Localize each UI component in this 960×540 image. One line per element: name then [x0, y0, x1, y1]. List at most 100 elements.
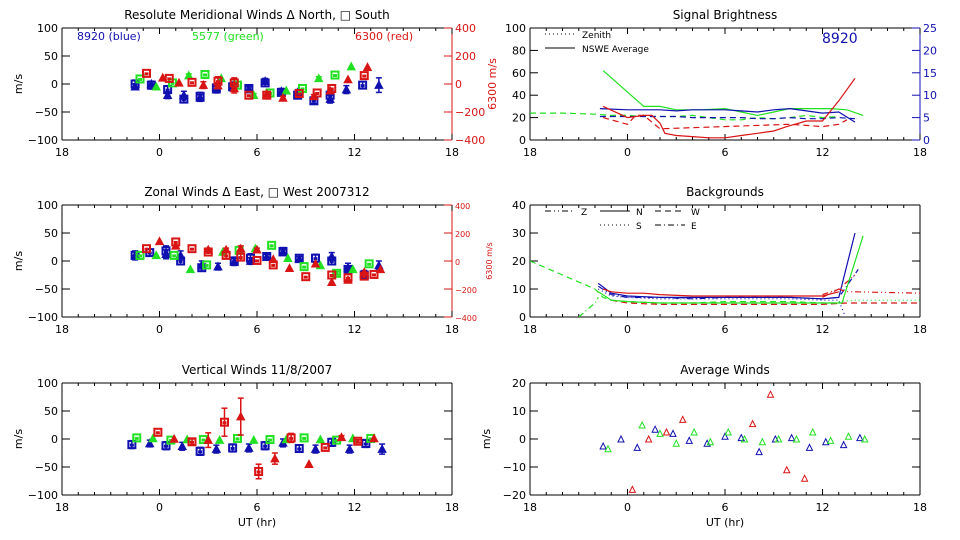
marker-fill: [255, 259, 259, 263]
x-tick-label: 18: [913, 146, 927, 159]
triangle-marker: [326, 277, 337, 287]
data-layer: [130, 61, 384, 106]
data-point: [153, 427, 163, 437]
y-tick-label: 20: [512, 112, 526, 125]
series-line: [530, 260, 839, 304]
data-point: [310, 258, 321, 268]
triangle-marker: [185, 264, 196, 274]
series-line: [597, 232, 856, 300]
marker-fill: [303, 275, 308, 279]
triangle-marker: [278, 247, 288, 257]
marker-fill: [311, 99, 316, 103]
triangle-marker: [782, 465, 791, 474]
data-point: [195, 446, 205, 456]
y-tick-label: 40: [512, 199, 526, 212]
triangle-marker: [304, 459, 314, 468]
square-marker: [286, 433, 296, 443]
square-marker: [327, 83, 337, 93]
square-marker: [330, 70, 340, 80]
marker-fill: [144, 72, 149, 76]
data-point: [748, 419, 757, 428]
triangle-marker: [737, 433, 746, 442]
triangle-marker: [662, 427, 671, 436]
data-point: [326, 277, 337, 287]
square-marker: [268, 260, 278, 270]
square-marker: [202, 260, 212, 270]
square-marker: [312, 88, 322, 98]
marker-fill: [333, 74, 337, 78]
data-point: [244, 442, 254, 453]
data-point: [604, 444, 612, 453]
square-marker: [320, 442, 330, 452]
data-point: [164, 73, 174, 83]
data-layer: [599, 390, 869, 493]
data-point: [644, 434, 653, 443]
data-point: [235, 243, 246, 253]
marker-fill: [297, 92, 302, 96]
marker-fill: [362, 74, 367, 78]
data-point: [662, 427, 671, 436]
marker-fill: [346, 268, 350, 272]
data-point: [220, 407, 229, 437]
triangle-marker: [774, 434, 783, 443]
data-point: [154, 236, 165, 246]
data-point: [599, 441, 607, 450]
y-tick-label: 10: [512, 283, 526, 296]
series-8920: [599, 425, 864, 456]
marker-fill: [263, 444, 268, 448]
data-point: [359, 267, 370, 276]
triangle-marker: [213, 80, 223, 90]
data-point: [245, 255, 256, 266]
triangle-marker: [758, 437, 767, 446]
marker-fill: [238, 256, 243, 260]
square-marker: [369, 269, 379, 279]
y-tick-label: 40: [512, 89, 526, 102]
y-tick-label: 0: [51, 433, 58, 446]
triangle-marker: [278, 92, 288, 102]
data-point: [198, 80, 209, 90]
x-tick-label: 18: [523, 146, 537, 159]
triangle-marker: [748, 419, 757, 428]
marker-fill: [300, 87, 305, 91]
data-point: [281, 85, 292, 95]
square-marker: [187, 244, 197, 254]
triangle-marker: [169, 433, 179, 443]
square-marker: [353, 436, 363, 446]
square-marker: [236, 252, 246, 262]
triangle-marker: [374, 80, 384, 89]
data-point: [737, 433, 746, 442]
series-8920: [127, 437, 387, 456]
data-point: [161, 441, 171, 451]
triangle-marker: [377, 443, 387, 453]
x-tick-label: 12: [816, 146, 830, 159]
x-tick-label: 18: [445, 323, 459, 336]
square-marker: [294, 89, 304, 99]
triangle-marker: [151, 250, 162, 260]
data-point: [151, 250, 162, 260]
data-point: [299, 433, 309, 443]
marker-fill: [201, 438, 206, 442]
marker-fill: [329, 274, 334, 277]
square-marker: [187, 77, 197, 87]
square-marker: [359, 71, 369, 81]
y2-axis-label: 6300 m/s: [486, 58, 499, 110]
x-tick-label: 6: [254, 501, 261, 514]
data-point: [179, 90, 189, 100]
y2-tick-label: −200: [455, 286, 477, 295]
data-point: [341, 84, 352, 95]
marker-fill: [138, 77, 142, 81]
data-point: [724, 427, 733, 436]
marker-fill: [315, 91, 320, 95]
square-marker: [220, 417, 229, 427]
marker-fill: [206, 251, 211, 255]
series-6300: [153, 397, 379, 480]
data-point: [313, 73, 324, 83]
triangle-marker: [157, 72, 168, 82]
marker-fill: [334, 439, 339, 443]
data-point: [821, 437, 830, 446]
y-axis-label: m/s: [12, 74, 25, 94]
data-point: [758, 437, 767, 446]
y-tick-label: −10: [503, 461, 526, 474]
triangle-marker: [821, 437, 830, 446]
x-tick-label: 0: [156, 146, 163, 159]
